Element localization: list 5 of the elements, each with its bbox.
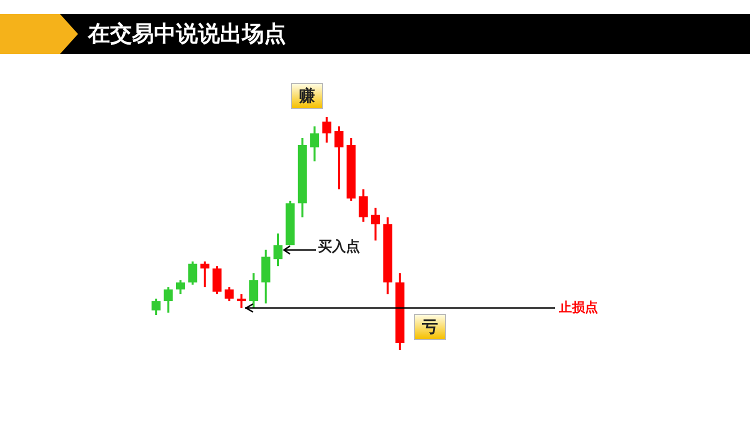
- ref-line-label: 止损点: [558, 299, 598, 316]
- chart-title: 在交易中说说出场点: [88, 20, 286, 49]
- text: 赚: [291, 83, 323, 109]
- text: 亏: [414, 314, 446, 340]
- annotation: 买入点: [318, 238, 360, 256]
